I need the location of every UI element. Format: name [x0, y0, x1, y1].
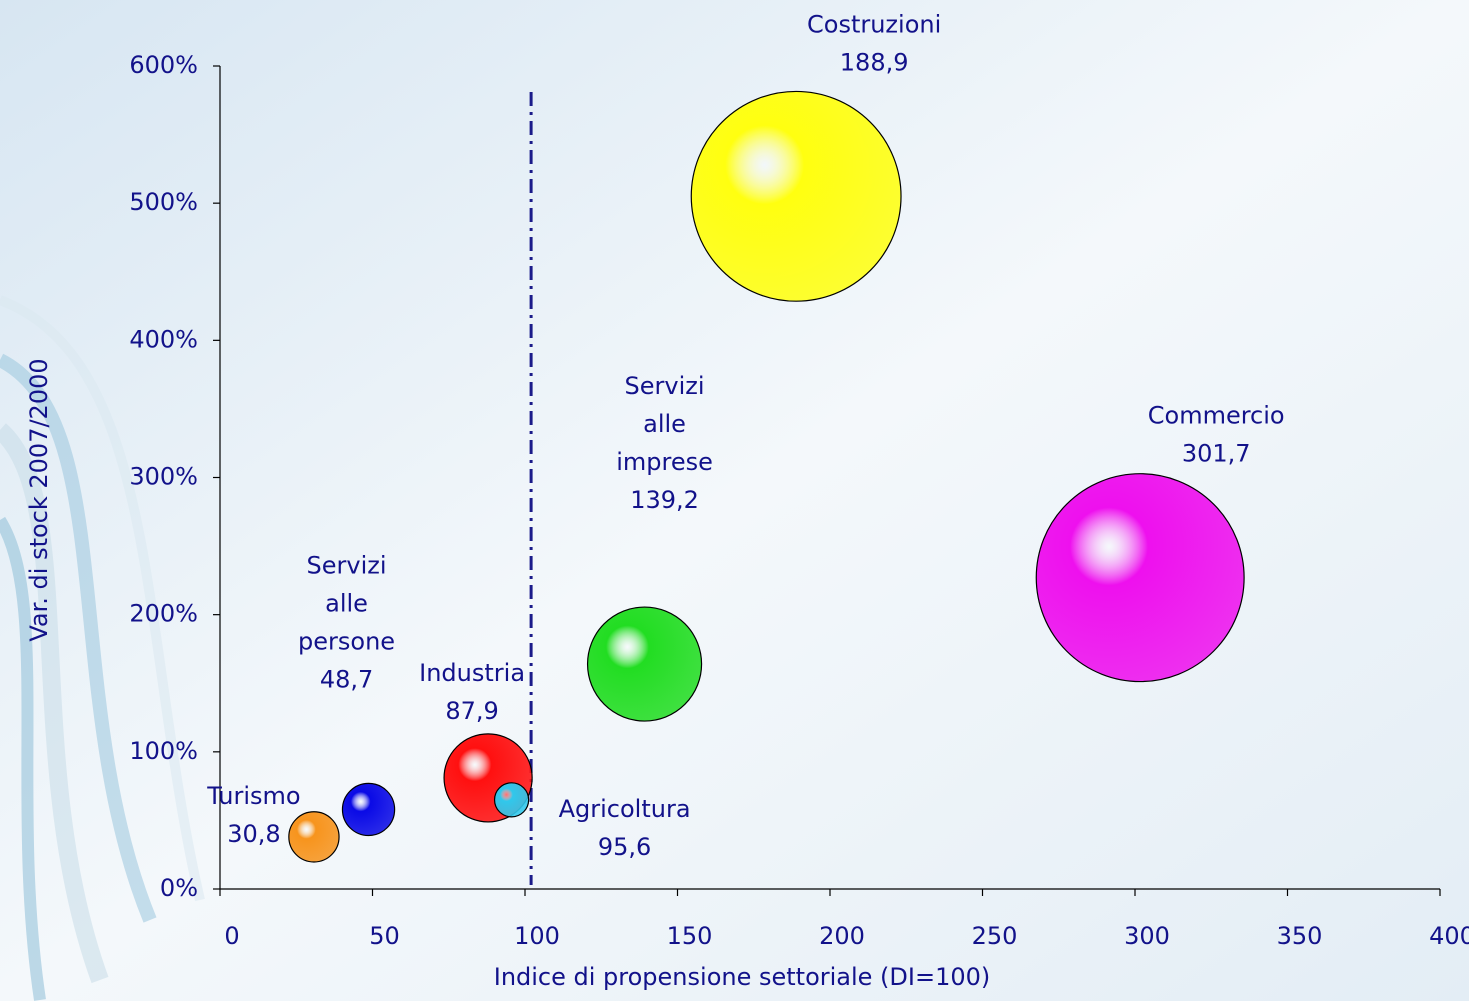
x-tick-label: 200: [819, 922, 865, 950]
x-tick-label: 0: [224, 922, 239, 950]
bubble: [586, 606, 703, 722]
bubble: [341, 782, 396, 837]
value-label: 30,8: [227, 820, 280, 848]
x-tick-label: 300: [1124, 922, 1170, 950]
bubble-label: Commercio: [1148, 402, 1285, 430]
value-label: 301,7: [1182, 440, 1251, 468]
bubble-label: Servizi alle persone: [298, 551, 395, 655]
value-label: 87,9: [445, 697, 498, 725]
y-tick-label: 600%: [129, 51, 198, 79]
y-tick-label: 100%: [129, 737, 198, 765]
bubble-label: Agricoltura: [559, 795, 691, 823]
x-axis-title: Indice di propensione settoriale (DI=100…: [494, 963, 991, 991]
bubble-label: Turismo: [206, 782, 300, 810]
value-label: 188,9: [840, 48, 909, 76]
y-tick-label: 500%: [129, 188, 198, 216]
y-tick-label: 200%: [129, 600, 198, 628]
bubble: [288, 811, 340, 863]
x-tick-label: 50: [369, 922, 400, 950]
value-label: 139,2: [630, 486, 699, 514]
x-tick-label: 100: [514, 922, 560, 950]
y-tick-label: 400%: [129, 325, 198, 353]
bubble: [1035, 473, 1245, 683]
y-tick-label: 300%: [129, 463, 198, 491]
x-tick-label: 250: [972, 922, 1018, 950]
x-tick-label: 150: [667, 922, 713, 950]
bubble-label: Industria: [419, 659, 525, 687]
bubble-label: Costruzioni: [807, 10, 941, 38]
x-tick-label: 400: [1429, 922, 1469, 950]
value-label: 95,6: [598, 833, 651, 861]
y-axis-title: Var. di stock 2007/2000: [25, 358, 53, 641]
value-label: 48,7: [320, 665, 373, 693]
bubble-label: Servizi alle imprese: [616, 372, 713, 476]
x-tick-label: 350: [1277, 922, 1323, 950]
bubble: [493, 782, 530, 818]
y-tick-label: 0%: [160, 874, 198, 902]
decoration: [0, 295, 205, 1001]
bubble: [690, 90, 902, 302]
